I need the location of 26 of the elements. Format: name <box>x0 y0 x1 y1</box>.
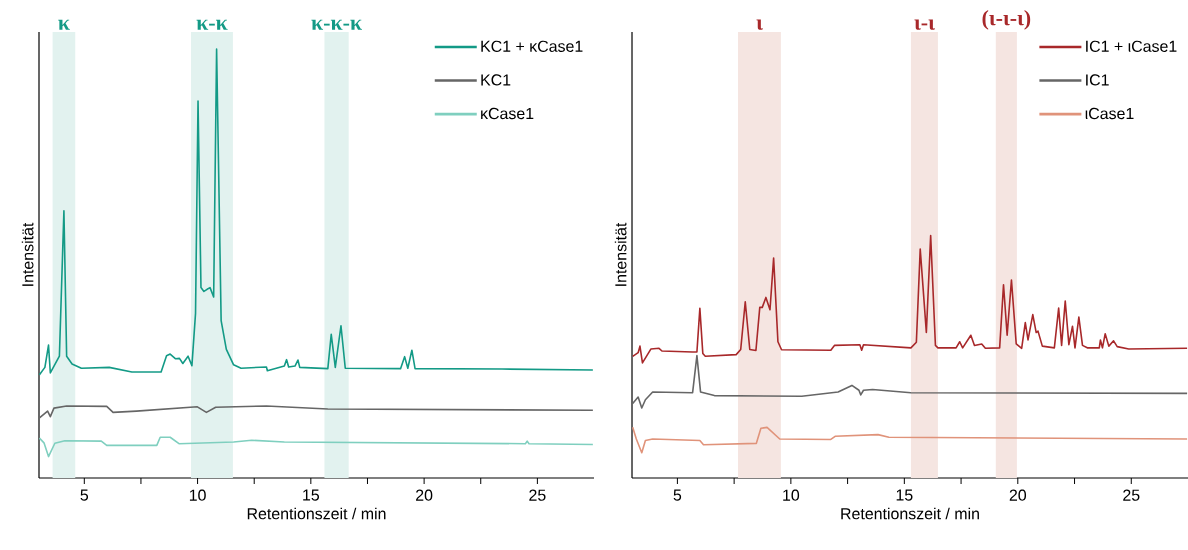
x-tick-label: 10 <box>783 489 800 501</box>
band-label: ι-ι <box>914 19 935 30</box>
y-axis-title: Intensität <box>21 222 34 286</box>
legend-label: KC1 + κCase1 <box>481 40 583 52</box>
x-axis-title: Retentionszeit / min <box>247 507 386 520</box>
y-axis-title: Intensität <box>614 222 627 286</box>
x-tick-label: 15 <box>303 489 320 501</box>
x-tick-label: 25 <box>529 489 546 501</box>
legend-label: κCase1 <box>481 107 534 120</box>
band-label: κ <box>58 19 70 30</box>
band-label: κ-κ-κ <box>311 19 362 30</box>
x-tick-label: 20 <box>416 489 433 501</box>
band-label: κ-κ <box>196 19 228 30</box>
legend-label: IC1 + ιCase1 <box>1086 40 1177 52</box>
x-tick-label: 20 <box>1009 489 1027 501</box>
legend-label: ιCase1 <box>1085 107 1134 120</box>
legend-label: KC1 <box>481 74 511 86</box>
x-tick-label: 5 <box>80 489 89 501</box>
band-label: ι <box>756 19 763 30</box>
x-tick-label: 15 <box>896 489 913 501</box>
legend-label: IC1 <box>1086 74 1109 86</box>
band-label: (ι-ι-ι) <box>982 9 1031 30</box>
x-tick-label: 25 <box>1123 489 1140 501</box>
x-axis-title: Retentionszeit / min <box>841 507 979 520</box>
x-tick-label: 5 <box>673 489 682 501</box>
x-tick-label: 10 <box>189 489 206 501</box>
